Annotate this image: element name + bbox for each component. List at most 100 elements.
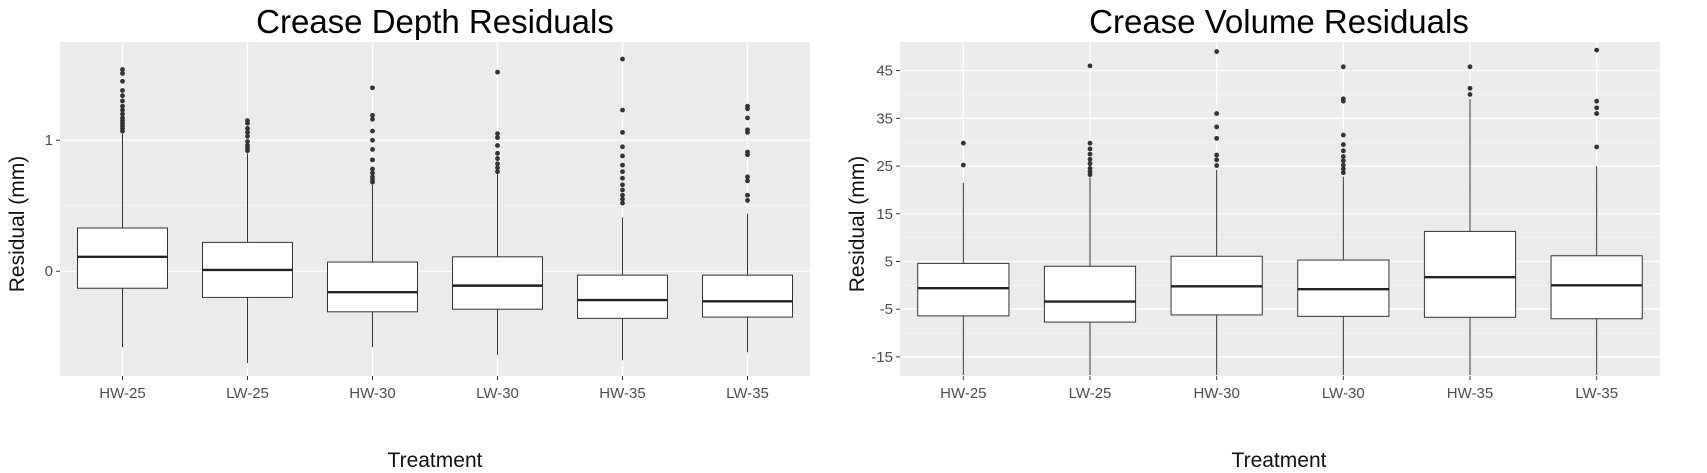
outlier-point — [1594, 111, 1600, 116]
x-tick-label: HW-30 — [349, 385, 395, 402]
outlier-point — [620, 200, 625, 206]
outlier-point — [620, 169, 625, 175]
boxplot-lw-30 — [452, 69, 543, 356]
x-tick-label: HW-30 — [1193, 385, 1239, 402]
outlier-point — [370, 112, 375, 118]
x-tick-label: LW-35 — [1575, 385, 1618, 402]
x-tick-label: HW-25 — [940, 385, 986, 402]
outlier-point — [1087, 146, 1093, 152]
y-tick-label: 35 — [876, 110, 893, 127]
iqr-box — [1423, 230, 1517, 318]
y-tick-label: 45 — [876, 63, 893, 80]
outlier-point — [245, 129, 250, 135]
x-axis-title: Treatment — [388, 449, 483, 472]
outlier-point — [495, 69, 500, 75]
x-axis-title: Treatment — [1232, 449, 1327, 472]
outlier-point — [1340, 162, 1346, 168]
outlier-point — [1340, 158, 1346, 164]
outlier-point — [745, 103, 750, 109]
outlier-point — [745, 192, 750, 198]
outlier-point — [1467, 92, 1473, 97]
iqr-box — [327, 261, 418, 313]
boxplot-hw-25 — [77, 67, 168, 348]
outlier-point — [620, 187, 625, 193]
x-tick-label: LW-30 — [1322, 385, 1365, 402]
y-axis-title: Residual (mm) — [6, 156, 29, 293]
iqr-box — [1550, 255, 1643, 320]
outlier-point — [745, 127, 750, 133]
y-axis-title: Residual (mm) — [846, 156, 869, 293]
outlier-point — [960, 162, 966, 168]
boxplot-hw-30 — [1170, 49, 1263, 376]
outlier-point — [120, 107, 125, 113]
iqr-box — [577, 274, 668, 319]
boxplot-hw-35 — [1423, 64, 1517, 376]
boxplot-lw-25 — [202, 118, 293, 363]
outlier-point — [745, 198, 750, 203]
outlier-point — [1594, 105, 1600, 111]
outlier-point — [120, 71, 125, 76]
outlier-point — [620, 153, 625, 159]
outlier-point — [620, 192, 625, 198]
y-tick-label: 5 — [885, 253, 893, 270]
x-tick-label: LW-30 — [476, 385, 519, 402]
outlier-point — [1087, 161, 1093, 167]
iqr-box — [77, 227, 168, 289]
outlier-point — [1594, 47, 1600, 53]
outlier-point — [245, 143, 250, 148]
iqr-box — [917, 262, 1010, 317]
outlier-point — [245, 118, 250, 123]
outlier-point — [120, 78, 125, 84]
outlier-point — [1594, 98, 1600, 104]
outlier-point — [370, 85, 375, 91]
y-tick-label: 25 — [876, 158, 893, 175]
outlier-point — [495, 156, 500, 161]
x-tick-label: LW-25 — [1069, 385, 1112, 402]
outlier-point — [620, 129, 625, 135]
outlier-point — [620, 107, 625, 113]
boxplot-hw-35 — [577, 56, 668, 361]
plot-background — [60, 42, 810, 376]
outlier-point — [120, 88, 125, 93]
outlier-point — [1214, 49, 1220, 54]
outlier-point — [620, 144, 625, 150]
outlier-point — [620, 175, 625, 181]
plot-layer: 0 1 HW-25 LW-25 HW-30 LW-30 HW-35 LW-35 — [45, 42, 810, 402]
outlier-point — [495, 161, 500, 167]
iqr-box — [1043, 265, 1137, 323]
iqr-box — [452, 256, 543, 310]
outlier-point — [1340, 154, 1346, 159]
outlier-point — [370, 166, 375, 172]
outlier-point — [370, 137, 375, 143]
outlier-point — [370, 170, 375, 176]
outlier-point — [960, 140, 966, 146]
outlier-point — [495, 150, 500, 156]
outlier-point — [120, 115, 125, 121]
outlier-point — [620, 182, 625, 188]
x-tick-label: HW-35 — [599, 385, 645, 402]
outlier-point — [1214, 163, 1220, 168]
outlier-point — [1340, 170, 1346, 176]
outlier-point — [745, 174, 750, 180]
outlier-point — [1214, 135, 1220, 141]
boxplot-lw-35 — [1550, 47, 1643, 376]
boxplot-lw-25 — [1043, 63, 1137, 376]
y-tick-label: 15 — [876, 206, 893, 223]
outlier-point — [370, 174, 375, 180]
outlier-point — [120, 103, 125, 109]
x-tick-label: HW-25 — [99, 385, 145, 402]
boxplot-hw-25 — [917, 140, 1010, 376]
outlier-point — [1340, 142, 1346, 147]
outlier-point — [370, 157, 375, 163]
outlier-point — [1340, 96, 1346, 102]
outlier-point — [120, 98, 125, 104]
x-tick-label: LW-35 — [726, 385, 769, 402]
boxplot-hw-30 — [327, 85, 418, 348]
outlier-point — [1340, 166, 1346, 172]
outlier-point — [1467, 64, 1473, 70]
outlier-point — [745, 149, 750, 155]
plot-layer: -15 -5 5 15 25 35 45 HW-25 LW-25 HW-30 LW-30 HW-35 L… — [871, 42, 1660, 402]
outlier-point — [1214, 157, 1220, 163]
outlier-point — [495, 143, 500, 148]
